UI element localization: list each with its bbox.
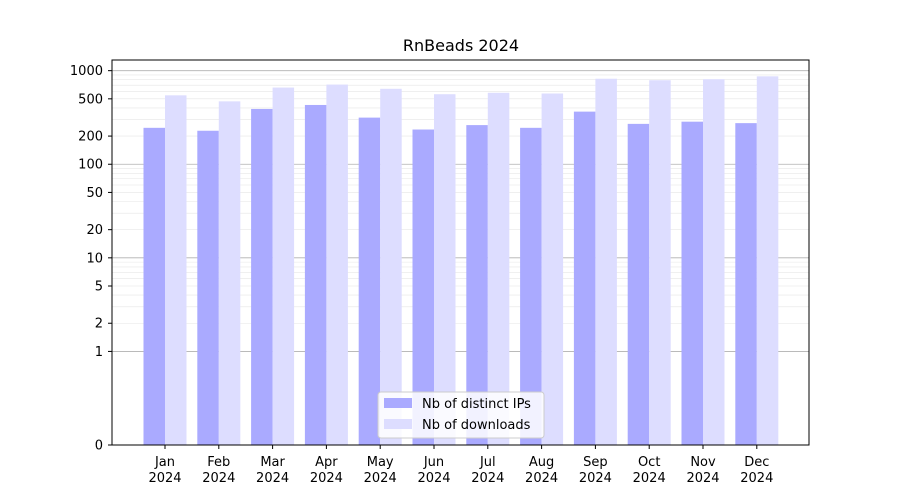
bar (466, 125, 488, 446)
x-tick-label-year: 2024 (471, 471, 504, 486)
x-tick-label-month: Nov (690, 455, 716, 470)
x-tick-label-year: 2024 (148, 471, 181, 486)
bar (735, 123, 757, 446)
bar (434, 94, 456, 445)
legend-box (377, 391, 545, 439)
x-tick-label-year: 2024 (525, 471, 558, 486)
x-tick-label-month: Jul (479, 455, 496, 470)
x-tick-label-year: 2024 (256, 471, 289, 486)
bar (595, 78, 617, 446)
bar (649, 80, 671, 446)
y-tick-label: 50 (86, 186, 103, 201)
legend-swatch (384, 419, 412, 429)
x-tick-label-year: 2024 (740, 471, 773, 486)
bar (251, 108, 273, 446)
x-tick-label-month: Jun (423, 455, 444, 470)
plot-frame (111, 59, 810, 446)
y-axis: 0 1 2 5 10 20 50 100 200 500 1000 (70, 64, 112, 454)
bar (165, 95, 187, 446)
x-tick-label-year: 2024 (579, 471, 612, 486)
x-tick-label-month: Sep (583, 455, 608, 470)
y-tick-label: 500 (78, 92, 103, 107)
bars (143, 76, 779, 446)
x-tick-label-month: Dec (744, 455, 769, 470)
x-tick-label-month: Aug (529, 455, 554, 470)
bar (218, 101, 241, 446)
x-tick-label-month: May (367, 455, 394, 470)
bar (197, 130, 219, 445)
x-tick-label-month: Feb (207, 455, 230, 470)
bar (143, 127, 165, 445)
y-tick-label: 5 (95, 280, 103, 295)
chart-title: RnBeads 2024 (403, 36, 519, 55)
x-tick-label-month: Jan (154, 455, 175, 470)
bar (541, 93, 564, 445)
bar (487, 92, 510, 446)
bar (304, 104, 327, 445)
bar (681, 121, 703, 446)
legend-label: Nb of downloads (422, 418, 531, 433)
bar (412, 129, 434, 445)
y-tick-label: 20 (86, 223, 103, 238)
x-tick-label-year: 2024 (310, 471, 343, 486)
y-tick-label: 1 (95, 345, 103, 360)
x-tick-label-year: 2024 (417, 471, 450, 486)
y-tick-label: 100 (78, 158, 103, 173)
y-tick-label: 2 (95, 317, 103, 332)
x-axis: Jan2024Feb2024Mar2024Apr2024May2024Jun20… (148, 445, 773, 486)
x-tick-label-year: 2024 (364, 471, 397, 486)
legend-swatch (384, 398, 412, 408)
x-tick-label-year: 2024 (686, 471, 719, 486)
bar (703, 79, 725, 445)
x-tick-label-year: 2024 (633, 471, 666, 486)
x-tick-label-month: Mar (260, 455, 285, 470)
legend-label: Nb of distinct IPs (422, 397, 531, 412)
bar (326, 84, 348, 445)
bar (272, 87, 295, 446)
y-tick-label: 10 (86, 251, 103, 266)
bar (520, 127, 542, 445)
y-tick-label: 1000 (70, 64, 103, 79)
bar (627, 123, 650, 445)
x-tick-label-month: Apr (315, 455, 338, 470)
bar (756, 76, 779, 445)
bar (380, 88, 402, 445)
legend: Nb of distinct IPs Nb of downloads (377, 391, 545, 439)
x-tick-label-month: Oct (638, 455, 660, 470)
bar (358, 117, 381, 445)
bar (573, 111, 596, 445)
y-tick-label: 0 (95, 439, 103, 454)
x-tick-label-year: 2024 (202, 471, 235, 486)
y-tick-label: 200 (78, 130, 103, 145)
